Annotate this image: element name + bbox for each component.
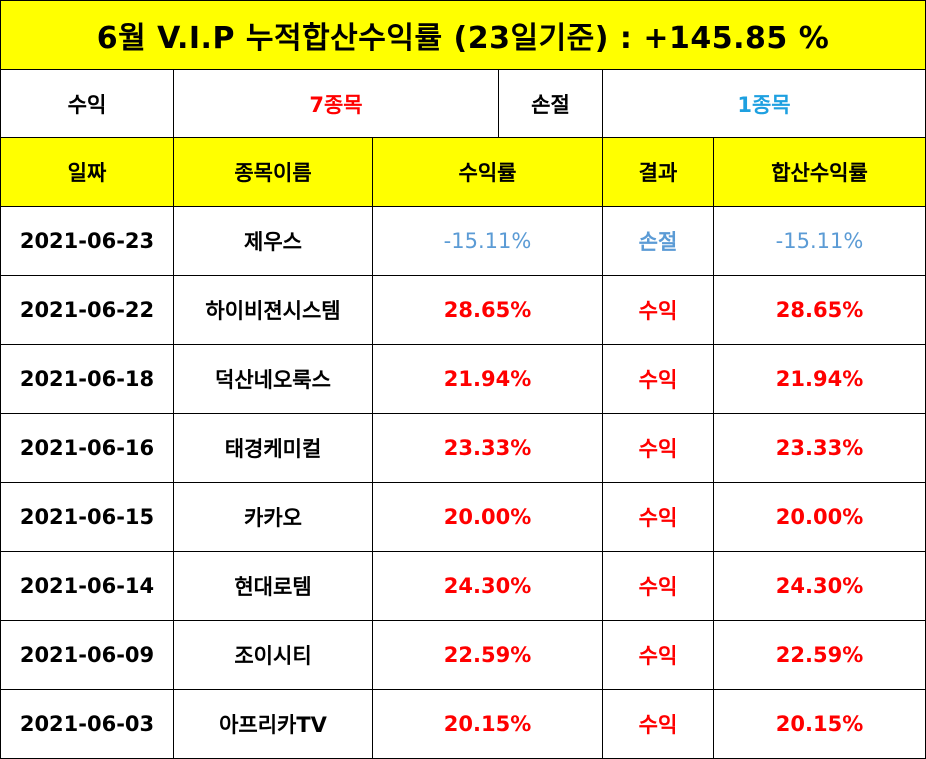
profit-label: 수익 (1, 70, 174, 138)
row-stock-name: 아프리카TV (174, 690, 373, 758)
row-sum: 21.94% (714, 345, 925, 414)
row-date: 2021-06-18 (1, 345, 174, 414)
row-result: 수익 (603, 552, 714, 621)
row-stock-name: 하이비젼시스템 (174, 276, 373, 345)
row-date: 2021-06-15 (1, 483, 174, 552)
row-rate: 24.30% (373, 552, 603, 621)
sheet-title: 6월 V.I.P 누적합산수익률 (23일기준) : +145.85 % (1, 1, 925, 70)
row-stock-name: 현대로템 (174, 552, 373, 621)
row-stock-name: 제우스 (174, 207, 373, 276)
header-date: 일짜 (1, 138, 174, 207)
row-stock-name: 조이시티 (174, 621, 373, 690)
row-stock-name: 덕산네오룩스 (174, 345, 373, 414)
header-result: 결과 (603, 138, 714, 207)
row-result: 수익 (603, 276, 714, 345)
loss-label: 손절 (499, 70, 603, 138)
row-stock-name: 카카오 (174, 483, 373, 552)
row-rate: 22.59% (373, 621, 603, 690)
row-sum: 24.30% (714, 552, 925, 621)
row-date: 2021-06-14 (1, 552, 174, 621)
header-rate: 수익률 (373, 138, 603, 207)
row-date: 2021-06-22 (1, 276, 174, 345)
row-result: 손절 (603, 207, 714, 276)
row-sum: 22.59% (714, 621, 925, 690)
row-sum: 20.15% (775, 712, 864, 736)
profit-count: 7종목 (174, 70, 499, 138)
row-rate: 20.15% (373, 690, 603, 758)
row-rate: 23.33% (373, 414, 603, 483)
row-sum: 28.65% (714, 276, 925, 345)
row-rate: 28.65% (373, 276, 603, 345)
row-result: 수익 (603, 483, 714, 552)
loss-count: 1종목 (603, 70, 925, 138)
row-sum: 20.00% (714, 483, 925, 552)
row-result: 수익 (603, 621, 714, 690)
row-result: 수익 (603, 345, 714, 414)
row-rate: -15.11% (373, 207, 603, 276)
row-sum: -15.11% (714, 207, 925, 276)
row-sum: 23.33% (714, 414, 925, 483)
header-name: 종목이름 (174, 138, 373, 207)
row-rate: 20.00% (373, 483, 603, 552)
row-result: 수익 (603, 690, 714, 758)
row-stock-name: 태경케미컬 (174, 414, 373, 483)
row-date: 2021-06-03 (1, 690, 174, 758)
row-result: 수익 (603, 414, 714, 483)
row-rate: 21.94% (373, 345, 603, 414)
row-date: 2021-06-09 (1, 621, 174, 690)
row-date: 2021-06-23 (1, 207, 174, 276)
row-date: 2021-06-16 (1, 414, 174, 483)
header-sum: 합산수익률 (714, 138, 925, 207)
